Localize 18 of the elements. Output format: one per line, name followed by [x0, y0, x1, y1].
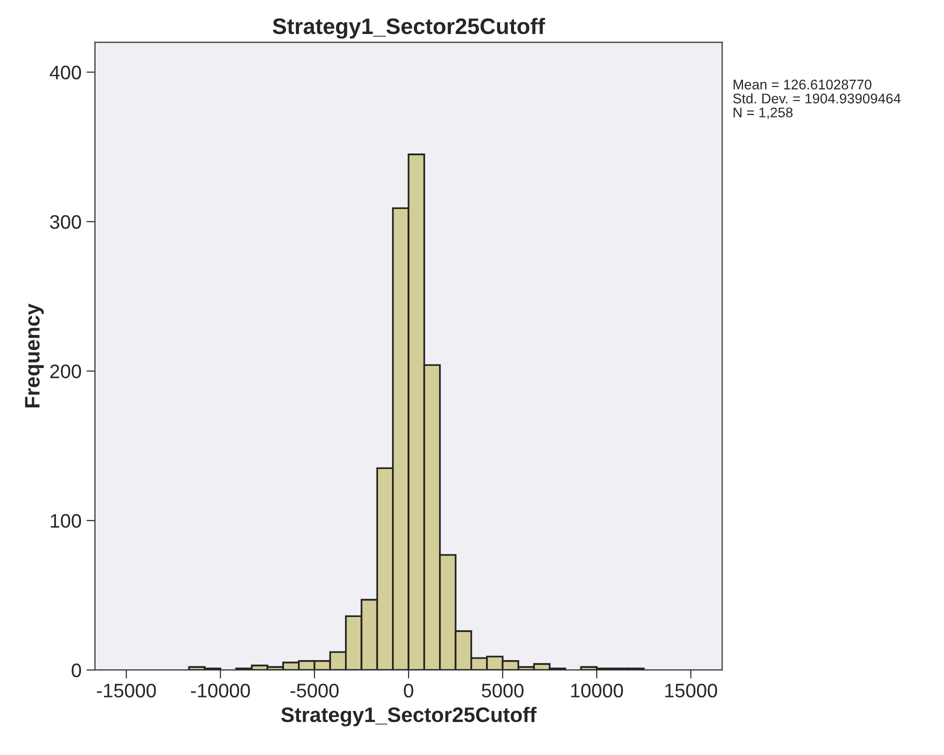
x-tick-label: -10000 — [191, 684, 250, 698]
x-tick-label: 0 — [404, 684, 414, 698]
text: Mean = 126.61028770 — [734, 80, 872, 90]
y-axis-title: Frequency — [25, 304, 44, 408]
y-tick-label: 400 — [50, 66, 82, 80]
text: Std. Dev. = 1904.93909464 — [733, 93, 901, 104]
y-tick-label: 100 — [50, 514, 82, 528]
y-tick-label: 300 — [50, 215, 82, 229]
x-tick-label: 10000 — [571, 684, 623, 698]
x-tick-label: 5000 — [482, 684, 524, 698]
x-tick-label: 15000 — [665, 684, 718, 698]
text: N = 1,258 — [734, 108, 793, 120]
y-tick-label: 200 — [50, 364, 82, 378]
chart-title: Strategy1_Sector25Cutoff — [272, 18, 546, 39]
x-tick-label: -5000 — [290, 684, 339, 698]
y-tick-label: 0 — [72, 663, 82, 678]
x-axis-title: Strategy1_Sector25Cutoff — [281, 706, 537, 726]
x-tick-label: -15000 — [96, 684, 156, 698]
